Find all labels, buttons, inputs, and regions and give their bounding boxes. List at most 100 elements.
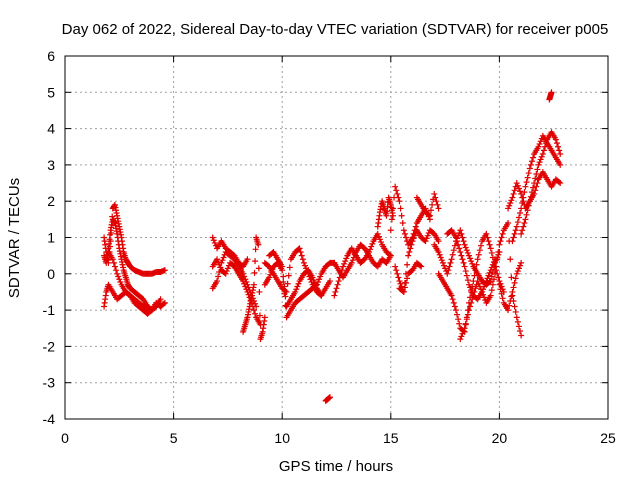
data-point	[393, 187, 400, 194]
data-point	[298, 252, 305, 259]
y-tick-label: 5	[47, 84, 55, 100]
data-point	[334, 281, 341, 288]
data-point	[528, 189, 535, 196]
data-point	[472, 267, 479, 274]
data-point	[510, 190, 517, 197]
x-tick-label: 15	[383, 430, 399, 446]
data-point	[256, 312, 263, 319]
data-point	[474, 256, 481, 263]
data-point	[474, 278, 481, 285]
data-point	[392, 183, 399, 190]
data-point	[518, 332, 525, 339]
data-point	[465, 307, 472, 314]
data-point	[464, 277, 471, 284]
data-point	[469, 296, 476, 303]
data-point	[111, 263, 118, 270]
data-point	[499, 295, 506, 302]
data-point	[517, 209, 524, 216]
data-point	[444, 270, 451, 277]
data-point	[477, 286, 484, 293]
data-point	[505, 205, 512, 212]
data-point	[505, 219, 512, 226]
data-point	[255, 241, 262, 248]
data-point	[394, 190, 401, 197]
data-point	[532, 175, 539, 182]
data-point	[495, 274, 502, 281]
data-point	[522, 216, 529, 223]
data-point	[456, 320, 463, 327]
data-point	[463, 316, 470, 323]
data-point	[395, 194, 402, 201]
data-point	[543, 140, 550, 147]
data-point	[409, 238, 416, 245]
data-point	[457, 227, 464, 234]
data-point	[496, 241, 503, 248]
data-point	[388, 216, 395, 223]
data-point	[508, 293, 515, 300]
data-point	[533, 170, 540, 177]
data-point	[512, 275, 519, 282]
data-point	[556, 147, 563, 154]
data-point	[483, 278, 490, 285]
y-tick-label: 6	[47, 48, 55, 64]
data-point	[483, 230, 490, 237]
data-point	[476, 283, 483, 290]
data-point	[536, 159, 543, 166]
data-point	[269, 266, 276, 273]
data-point	[309, 274, 316, 281]
data-point	[397, 280, 404, 287]
data-point	[557, 151, 564, 158]
data-point	[457, 336, 464, 343]
data-point	[451, 303, 458, 310]
data-point	[335, 278, 342, 285]
data-point	[505, 307, 512, 314]
data-point	[110, 259, 117, 266]
data-point	[518, 230, 525, 237]
data-point	[493, 263, 500, 270]
data-point	[375, 233, 382, 240]
data-point	[252, 310, 259, 317]
data-point	[161, 267, 168, 274]
data-point	[460, 238, 467, 245]
y-axis-label: SDTVAR / TECUs	[6, 178, 23, 298]
data-point	[448, 292, 455, 299]
data-point	[422, 238, 429, 245]
data-points	[101, 89, 564, 404]
data-point	[392, 263, 399, 270]
data-point	[281, 283, 288, 290]
data-point	[537, 156, 544, 163]
data-point	[331, 292, 338, 299]
data-point	[526, 198, 533, 205]
data-point	[401, 230, 408, 237]
data-point	[519, 227, 526, 234]
data-point	[389, 205, 396, 212]
data-point	[528, 158, 535, 165]
data-point	[261, 314, 268, 321]
data-point	[540, 147, 547, 154]
data-point	[519, 200, 526, 207]
data-point	[299, 256, 306, 263]
data-point	[210, 237, 217, 244]
data-point	[556, 179, 563, 186]
data-point	[490, 259, 497, 266]
data-point	[280, 278, 287, 285]
data-point	[217, 264, 224, 271]
data-point	[404, 275, 411, 282]
data-point	[462, 244, 469, 251]
data-point	[535, 161, 542, 168]
data-point	[472, 285, 479, 292]
data-point	[511, 279, 518, 286]
data-point	[465, 281, 472, 288]
data-point	[404, 261, 411, 268]
data-point	[424, 232, 431, 239]
data-point	[282, 288, 289, 295]
data-point	[310, 277, 317, 284]
data-point	[214, 278, 221, 285]
data-point	[450, 247, 457, 254]
data-point	[398, 212, 405, 219]
data-point	[552, 136, 559, 143]
data-point	[517, 262, 524, 269]
data-point	[511, 230, 518, 237]
data-point	[399, 219, 406, 226]
data-point	[342, 258, 349, 265]
